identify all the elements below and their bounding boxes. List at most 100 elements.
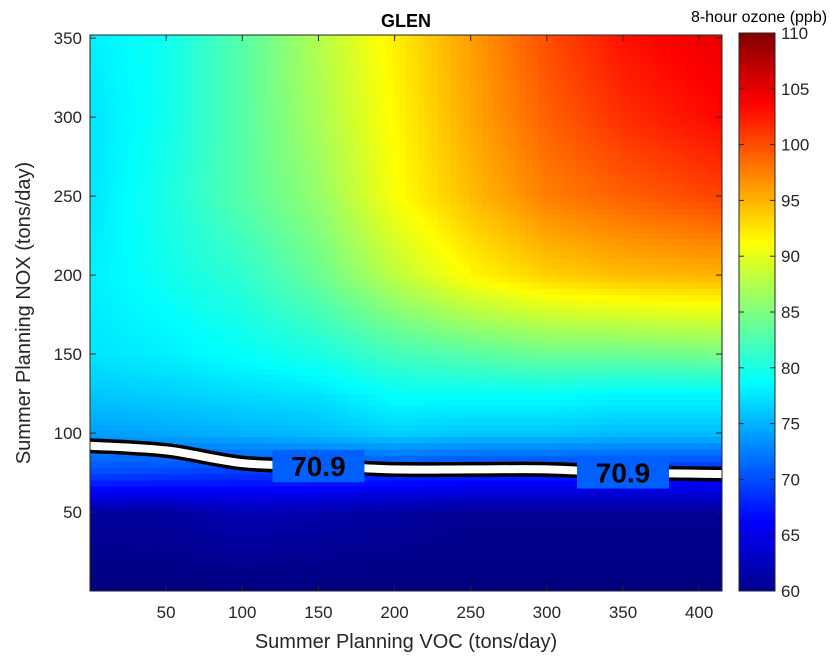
heatmap-cell: [424, 306, 432, 314]
heatmap-cell: [513, 331, 521, 339]
heatmap-cell: [292, 393, 300, 401]
heatmap-cell: [620, 442, 628, 450]
heatmap-cell: [222, 380, 230, 388]
heatmap-cell: [349, 387, 357, 394]
heatmap-cell: [393, 356, 401, 364]
heatmap-cell: [127, 541, 135, 549]
heatmap-cell: [406, 479, 413, 487]
heatmap-cell: [627, 288, 635, 296]
heatmap-cell: [298, 399, 306, 407]
heatmap-cell: [633, 313, 641, 320]
heatmap-cell: [184, 374, 192, 382]
heatmap-cell: [172, 362, 180, 370]
heatmap-cell: [614, 523, 622, 530]
heatmap-cell: [633, 547, 641, 555]
heatmap-cell: [443, 455, 451, 462]
heatmap-cell: [658, 523, 666, 530]
heatmap-cell: [469, 405, 477, 413]
heatmap-cell: [507, 516, 515, 524]
heatmap-cell: [462, 553, 470, 561]
heatmap-cell: [241, 516, 249, 524]
heatmap-cell: [387, 529, 394, 536]
heatmap-cell: [526, 553, 533, 561]
heatmap-cell: [412, 510, 420, 518]
heatmap-cell: [330, 343, 338, 351]
heatmap-cell: [90, 387, 97, 394]
heatmap-cell: [165, 461, 173, 469]
heatmap-cell: [304, 516, 312, 524]
heatmap-cell: [582, 387, 590, 394]
heatmap-cell: [475, 523, 483, 530]
heatmap-cell: [646, 448, 654, 456]
heatmap-cell: [184, 319, 192, 326]
heatmap-cell: [254, 504, 262, 512]
heatmap-cell: [235, 473, 243, 481]
heatmap-cell: [665, 572, 673, 580]
heatmap-cell: [374, 584, 382, 591]
heatmap-cell: [355, 300, 363, 308]
heatmap-cell: [165, 343, 173, 351]
heatmap-cell: [374, 325, 382, 333]
heatmap-cell: [285, 393, 293, 401]
heatmap-cell: [715, 492, 722, 499]
heatmap-cell: [696, 356, 704, 364]
heatmap-cell: [342, 306, 350, 314]
heatmap-cell: [210, 331, 217, 339]
heatmap-cell: [127, 566, 135, 574]
heatmap-cell: [292, 325, 300, 333]
heatmap-cell: [601, 418, 609, 425]
heatmap-cell: [140, 436, 148, 444]
heatmap-cell: [153, 306, 161, 314]
heatmap-cell: [690, 294, 698, 302]
heatmap-cell: [406, 288, 413, 296]
heatmap-cell: [153, 516, 161, 524]
heatmap-cell: [355, 313, 363, 320]
heatmap-cell: [469, 442, 477, 450]
heatmap-cell: [513, 337, 521, 345]
heatmap-cell: [450, 479, 458, 487]
heatmap-cell: [399, 523, 407, 530]
heatmap-cell: [639, 541, 647, 549]
heatmap-cell: [633, 584, 641, 591]
heatmap-cell: [96, 455, 104, 462]
heatmap-cell: [595, 294, 603, 302]
heatmap-cell: [564, 294, 571, 302]
heatmap-cell: [519, 492, 527, 499]
heatmap-cell: [387, 374, 394, 382]
heatmap-cell: [557, 572, 565, 580]
heatmap-cell: [627, 547, 635, 555]
heatmap-cell: [677, 368, 685, 376]
heatmap-cell: [608, 572, 616, 580]
heatmap-cell: [500, 473, 508, 481]
heatmap-cell: [355, 479, 363, 487]
heatmap-cell: [134, 393, 142, 401]
heatmap-cell: [500, 325, 508, 333]
heatmap-cell: [127, 455, 135, 462]
heatmap-cell: [481, 325, 489, 333]
heatmap-cell: [488, 535, 496, 543]
heatmap-cell: [165, 473, 173, 481]
heatmap-cell: [671, 584, 679, 591]
heatmap-cell: [355, 411, 363, 419]
heatmap-cell: [601, 282, 609, 289]
heatmap-cell: [507, 424, 515, 431]
heatmap-cell: [387, 288, 394, 296]
heatmap-cell: [266, 300, 274, 308]
heatmap-cell: [216, 300, 224, 308]
heatmap-cell: [380, 553, 388, 561]
heatmap-cell: [665, 498, 673, 506]
heatmap-cell: [285, 337, 293, 345]
heatmap-cell: [266, 529, 274, 536]
heatmap-cell: [557, 479, 565, 487]
heatmap-cell: [311, 510, 319, 518]
heatmap-cell: [273, 535, 281, 543]
heatmap-cell: [412, 282, 420, 289]
heatmap-cell: [627, 399, 635, 407]
heatmap-cell: [216, 331, 224, 339]
heatmap-cell: [696, 362, 704, 370]
heatmap-cell: [412, 387, 420, 394]
heatmap-cell: [248, 572, 255, 580]
heatmap-cell: [210, 356, 217, 364]
heatmap-cell: [715, 430, 722, 438]
heatmap-cell: [589, 566, 597, 574]
